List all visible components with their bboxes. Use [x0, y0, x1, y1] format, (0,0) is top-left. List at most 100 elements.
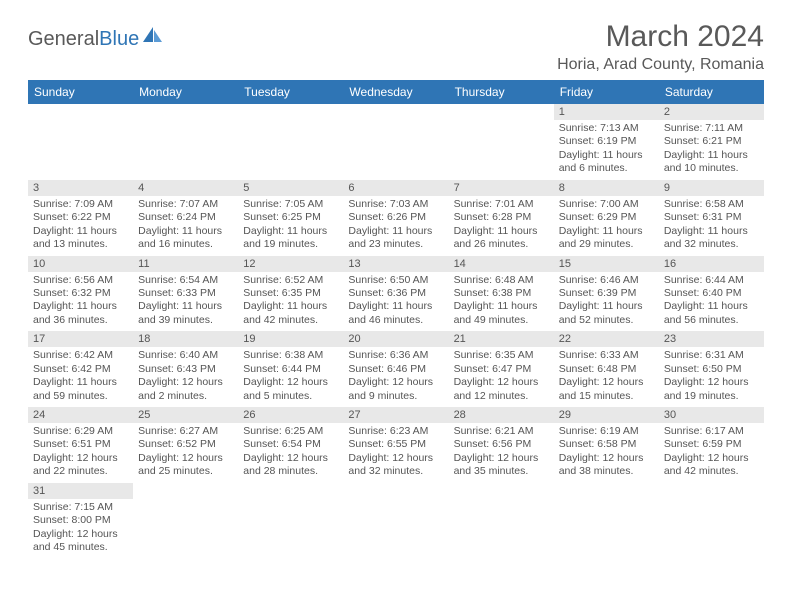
calendar-day-cell: 13Sunrise: 6:50 AMSunset: 6:36 PMDayligh… [343, 256, 448, 332]
day-number [133, 483, 238, 487]
day-content: Sunrise: 6:35 AMSunset: 6:47 PMDaylight:… [449, 347, 554, 407]
sunrise-text: Sunrise: 7:09 AM [33, 198, 128, 211]
day-header: Sunday [28, 80, 133, 104]
day-header: Wednesday [343, 80, 448, 104]
sunset-text: Sunset: 6:44 PM [243, 363, 338, 376]
calendar-day-cell: 30Sunrise: 6:17 AMSunset: 6:59 PMDayligh… [659, 407, 764, 483]
calendar-day-cell: 26Sunrise: 6:25 AMSunset: 6:54 PMDayligh… [238, 407, 343, 483]
day-number [238, 483, 343, 487]
calendar-day-cell: 29Sunrise: 6:19 AMSunset: 6:58 PMDayligh… [554, 407, 659, 483]
sunset-text: Sunset: 6:19 PM [559, 135, 654, 148]
calendar-day-cell: 24Sunrise: 6:29 AMSunset: 6:51 PMDayligh… [28, 407, 133, 483]
sunrise-text: Sunrise: 6:17 AM [664, 425, 759, 438]
day-number [659, 483, 764, 487]
day-content: Sunrise: 6:40 AMSunset: 6:43 PMDaylight:… [133, 347, 238, 407]
day-content: Sunrise: 7:11 AMSunset: 6:21 PMDaylight:… [659, 120, 764, 180]
daylight-text: Daylight: 12 hours and 28 minutes. [243, 452, 338, 479]
day-number: 14 [449, 256, 554, 272]
day-content: Sunrise: 6:23 AMSunset: 6:55 PMDaylight:… [343, 423, 448, 483]
sunrise-text: Sunrise: 6:19 AM [559, 425, 654, 438]
sunrise-text: Sunrise: 6:25 AM [243, 425, 338, 438]
sunset-text: Sunset: 6:46 PM [348, 363, 443, 376]
day-header: Monday [133, 80, 238, 104]
calendar-day-cell: 21Sunrise: 6:35 AMSunset: 6:47 PMDayligh… [449, 331, 554, 407]
day-number: 31 [28, 483, 133, 499]
day-number: 28 [449, 407, 554, 423]
daylight-text: Daylight: 11 hours and 29 minutes. [559, 225, 654, 252]
day-content: Sunrise: 6:38 AMSunset: 6:44 PMDaylight:… [238, 347, 343, 407]
day-content: Sunrise: 6:54 AMSunset: 6:33 PMDaylight:… [133, 272, 238, 332]
calendar-day-cell: 18Sunrise: 6:40 AMSunset: 6:43 PMDayligh… [133, 331, 238, 407]
title-block: March 2024 Horia, Arad County, Romania [557, 20, 764, 74]
daylight-text: Daylight: 12 hours and 45 minutes. [33, 528, 128, 555]
sunset-text: Sunset: 6:28 PM [454, 211, 549, 224]
day-number: 9 [659, 180, 764, 196]
day-number [449, 104, 554, 108]
calendar-day-cell: 6Sunrise: 7:03 AMSunset: 6:26 PMDaylight… [343, 180, 448, 256]
sunrise-text: Sunrise: 6:54 AM [138, 274, 233, 287]
day-number: 20 [343, 331, 448, 347]
calendar-day-cell: 31Sunrise: 7:15 AMSunset: 8:00 PMDayligh… [28, 483, 133, 559]
day-number: 7 [449, 180, 554, 196]
day-number: 25 [133, 407, 238, 423]
calendar-day-cell: 2Sunrise: 7:11 AMSunset: 6:21 PMDaylight… [659, 104, 764, 180]
day-content: Sunrise: 6:52 AMSunset: 6:35 PMDaylight:… [238, 272, 343, 332]
calendar-day-cell: 4Sunrise: 7:07 AMSunset: 6:24 PMDaylight… [133, 180, 238, 256]
sunrise-text: Sunrise: 7:05 AM [243, 198, 338, 211]
calendar-day-cell [554, 483, 659, 559]
sunset-text: Sunset: 6:59 PM [664, 438, 759, 451]
day-number: 10 [28, 256, 133, 272]
calendar-day-cell: 8Sunrise: 7:00 AMSunset: 6:29 PMDaylight… [554, 180, 659, 256]
daylight-text: Daylight: 12 hours and 38 minutes. [559, 452, 654, 479]
day-header: Tuesday [238, 80, 343, 104]
calendar-day-cell: 23Sunrise: 6:31 AMSunset: 6:50 PMDayligh… [659, 331, 764, 407]
day-number [449, 483, 554, 487]
sunset-text: Sunset: 6:55 PM [348, 438, 443, 451]
day-content: Sunrise: 7:03 AMSunset: 6:26 PMDaylight:… [343, 196, 448, 256]
calendar-week-row: 10Sunrise: 6:56 AMSunset: 6:32 PMDayligh… [28, 256, 764, 332]
day-content: Sunrise: 6:48 AMSunset: 6:38 PMDaylight:… [449, 272, 554, 332]
calendar-day-cell: 19Sunrise: 6:38 AMSunset: 6:44 PMDayligh… [238, 331, 343, 407]
day-number: 29 [554, 407, 659, 423]
day-number [343, 104, 448, 108]
day-number: 21 [449, 331, 554, 347]
day-content: Sunrise: 6:17 AMSunset: 6:59 PMDaylight:… [659, 423, 764, 483]
day-content: Sunrise: 6:27 AMSunset: 6:52 PMDaylight:… [133, 423, 238, 483]
daylight-text: Daylight: 11 hours and 52 minutes. [559, 300, 654, 327]
calendar-table: Sunday Monday Tuesday Wednesday Thursday… [28, 80, 764, 559]
sunset-text: Sunset: 6:39 PM [559, 287, 654, 300]
sunset-text: Sunset: 6:42 PM [33, 363, 128, 376]
brand-logo: GeneralBlue [28, 20, 164, 51]
sunrise-text: Sunrise: 7:00 AM [559, 198, 654, 211]
day-number: 15 [554, 256, 659, 272]
sunrise-text: Sunrise: 6:44 AM [664, 274, 759, 287]
day-number: 5 [238, 180, 343, 196]
day-number [238, 104, 343, 108]
sunset-text: Sunset: 6:36 PM [348, 287, 443, 300]
calendar-week-row: 17Sunrise: 6:42 AMSunset: 6:42 PMDayligh… [28, 331, 764, 407]
brand-part1: General [28, 28, 99, 51]
sunrise-text: Sunrise: 6:48 AM [454, 274, 549, 287]
sunset-text: Sunset: 6:22 PM [33, 211, 128, 224]
daylight-text: Daylight: 11 hours and 26 minutes. [454, 225, 549, 252]
daylight-text: Daylight: 12 hours and 15 minutes. [559, 376, 654, 403]
sunset-text: Sunset: 6:50 PM [664, 363, 759, 376]
day-number: 22 [554, 331, 659, 347]
day-header: Thursday [449, 80, 554, 104]
calendar-day-cell [343, 104, 448, 180]
sunrise-text: Sunrise: 6:35 AM [454, 349, 549, 362]
sunrise-text: Sunrise: 6:36 AM [348, 349, 443, 362]
calendar-day-cell: 27Sunrise: 6:23 AMSunset: 6:55 PMDayligh… [343, 407, 448, 483]
day-number: 13 [343, 256, 448, 272]
calendar-day-cell [238, 104, 343, 180]
daylight-text: Daylight: 12 hours and 19 minutes. [664, 376, 759, 403]
calendar-day-cell: 10Sunrise: 6:56 AMSunset: 6:32 PMDayligh… [28, 256, 133, 332]
day-content: Sunrise: 7:00 AMSunset: 6:29 PMDaylight:… [554, 196, 659, 256]
day-content: Sunrise: 7:05 AMSunset: 6:25 PMDaylight:… [238, 196, 343, 256]
day-content: Sunrise: 6:36 AMSunset: 6:46 PMDaylight:… [343, 347, 448, 407]
daylight-text: Daylight: 11 hours and 10 minutes. [664, 149, 759, 176]
daylight-text: Daylight: 12 hours and 22 minutes. [33, 452, 128, 479]
calendar-day-cell: 3Sunrise: 7:09 AMSunset: 6:22 PMDaylight… [28, 180, 133, 256]
sunrise-text: Sunrise: 6:46 AM [559, 274, 654, 287]
calendar-week-row: 24Sunrise: 6:29 AMSunset: 6:51 PMDayligh… [28, 407, 764, 483]
